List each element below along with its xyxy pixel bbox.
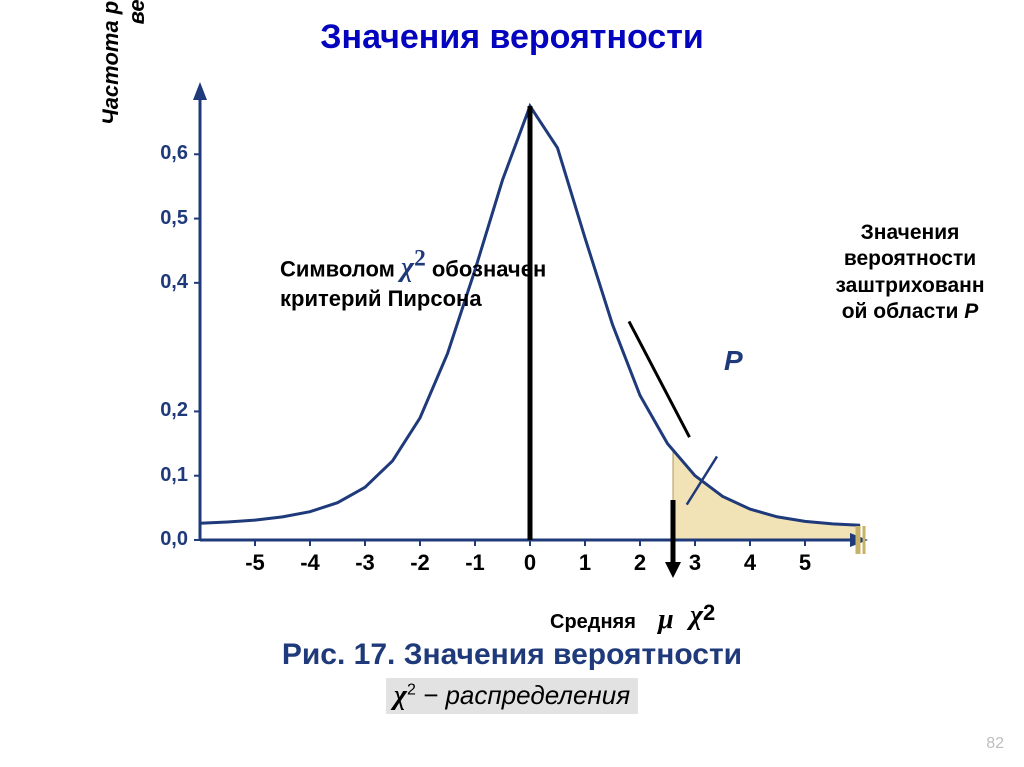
y-tick-label: 0,0 xyxy=(138,528,188,551)
annot-text: Символом xyxy=(280,256,401,281)
x-tick-label: 0 xyxy=(510,550,550,576)
x-tick-label: -5 xyxy=(235,550,275,576)
x-tick-label: 5 xyxy=(785,550,825,576)
x-tick-label: -3 xyxy=(345,550,385,576)
chart-area: Символом χ2 обозначен критерий Пирсона P… xyxy=(130,80,890,600)
y-tick-label: 0,6 xyxy=(138,142,188,165)
figure-caption: Рис. 17. Значения вероятности xyxy=(0,638,1024,672)
x-tick-label: -2 xyxy=(400,550,440,576)
x-tick-label: 3 xyxy=(675,550,715,576)
chi2-axis-label: χ2 xyxy=(690,600,715,632)
shaded-region-annotation: Значения вероятности заштрихованн ой обл… xyxy=(810,220,1010,325)
x-tick-label: -1 xyxy=(455,550,495,576)
y-tick-label: 0,2 xyxy=(138,399,188,422)
page-number: 82 xyxy=(986,735,1004,753)
x-tick-label: 2 xyxy=(620,550,660,576)
x-tick-label: 4 xyxy=(730,550,770,576)
chi2-annotation: Символом χ2 обозначен критерий Пирсона xyxy=(280,245,546,313)
y-tick-label: 0,5 xyxy=(138,207,188,230)
x-axis-mean-label: Средняя μ xyxy=(550,604,674,636)
y-tick-label: 0,1 xyxy=(138,464,188,487)
distribution-chart xyxy=(130,80,890,600)
x-tick-label: 1 xyxy=(565,550,605,576)
y-tick-label: 0,4 xyxy=(138,271,188,294)
p-label: P xyxy=(724,345,743,377)
x-tick-label: -4 xyxy=(290,550,330,576)
figure-caption-2: χ2 − распределения xyxy=(0,678,1024,714)
